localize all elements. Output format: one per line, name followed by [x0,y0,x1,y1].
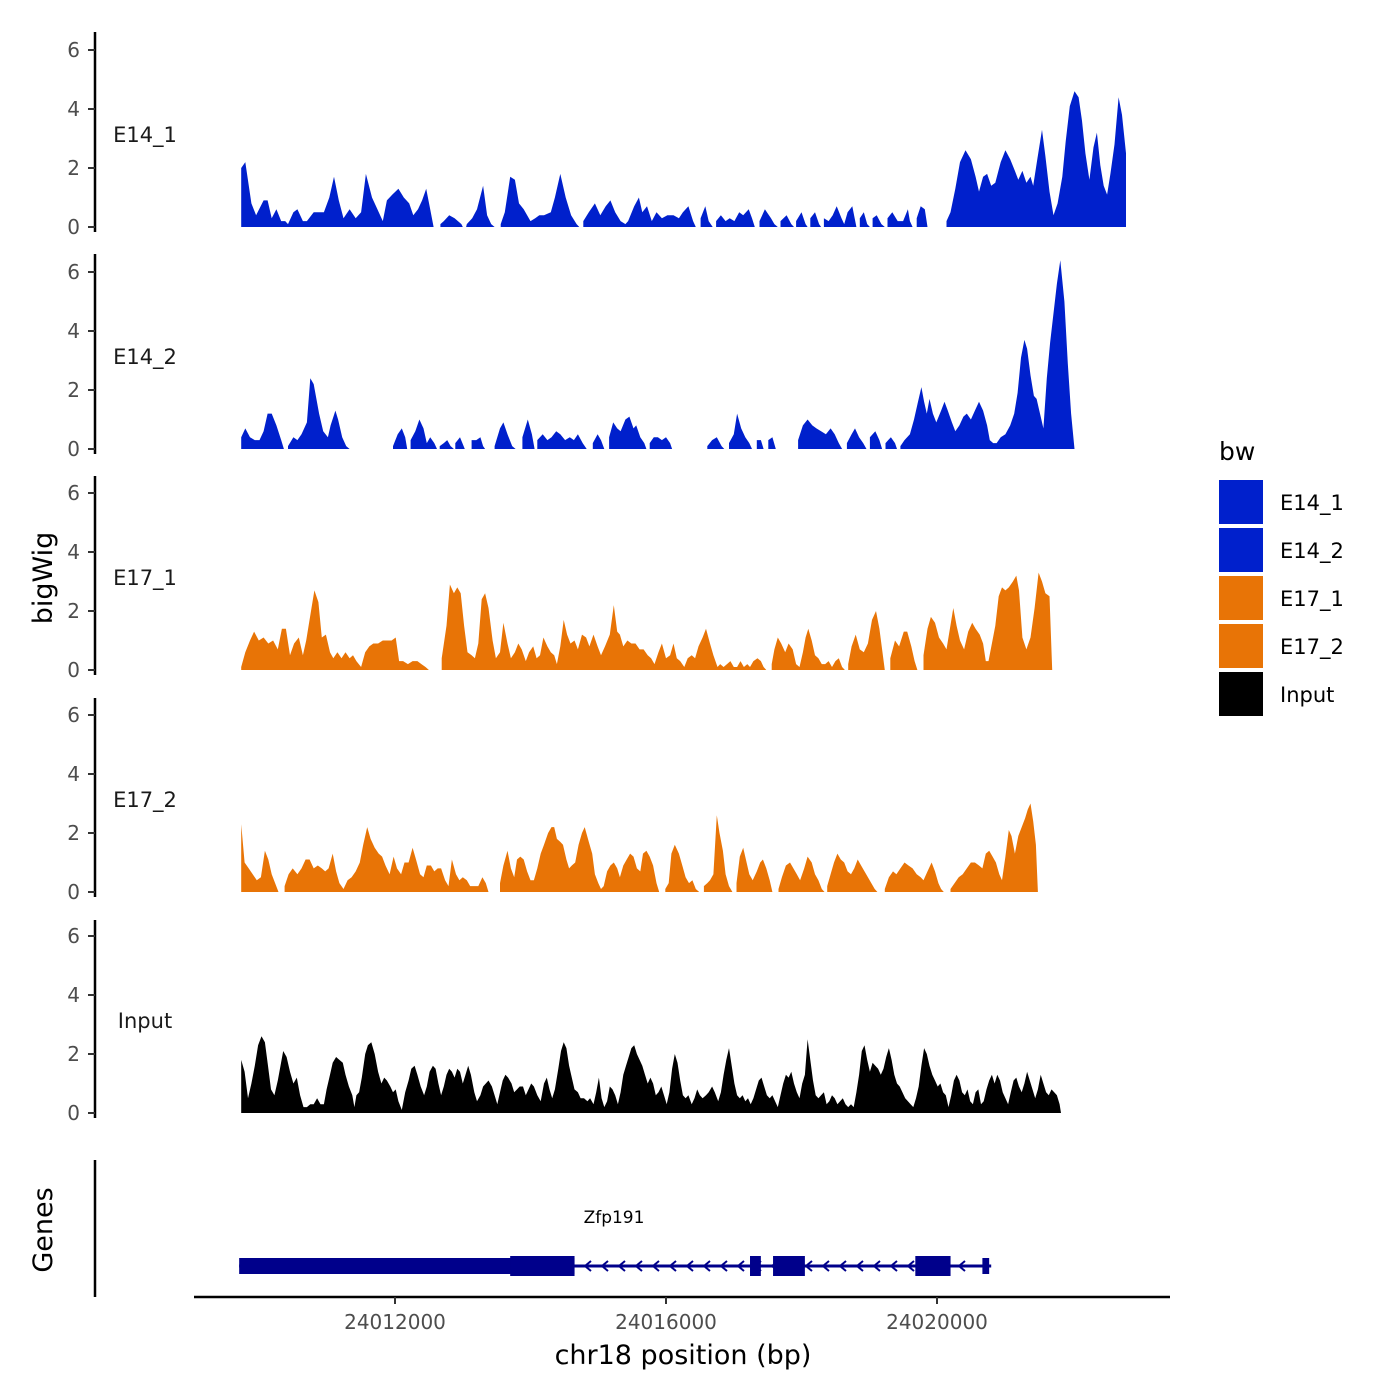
strand-arrow [838,1260,847,1272]
legend-key [1219,672,1263,716]
y-tick-label: 4 [67,97,80,121]
gene-exon [773,1256,805,1276]
strand-arrow [804,1260,813,1272]
y-tick-label: 0 [67,880,80,904]
y-tick-label: 4 [67,762,80,786]
gene-exon [982,1258,990,1274]
y-tick-label: 2 [67,821,80,845]
gene-exon [510,1256,575,1276]
y-tick-label: 2 [67,378,80,402]
track-panel: 0 2 4 6 E14_1 [67,32,1126,239]
gene-exon [239,1258,575,1274]
coverage-area [241,1036,1061,1113]
y-tick-label: 4 [67,983,80,1007]
strand-arrow [736,1260,745,1272]
y-tick-label: 2 [67,1042,80,1066]
y-tick-label: 4 [67,540,80,564]
gene-exon [750,1256,761,1276]
legend-label: E14_1 [1280,491,1344,516]
legend-title: bw [1219,437,1255,466]
x-axis-title: chr18 position (bp) [555,1340,812,1371]
x-tick-label: 24016000 [615,1310,717,1334]
strand-arrow [889,1260,898,1272]
genes-track: Zfp191 [93,1160,992,1297]
strand-arrow [668,1260,677,1272]
track-label: E17_2 [113,788,177,813]
y-axis-title: bigWig [28,532,59,625]
y-tick-label: 4 [67,319,80,343]
track-panel: 0 2 4 6 E17_2 [67,698,1038,904]
legend-label: E17_1 [1280,587,1344,612]
strand-arrow [702,1260,711,1272]
y-tick-label: 0 [67,658,80,682]
y-tick-label: 0 [67,437,80,461]
strand-arrow [617,1260,626,1272]
y-tick-label: 6 [67,703,80,727]
strand-arrow [651,1260,660,1272]
strand-arrow [906,1260,915,1272]
signal-tracks: 0 2 4 6 E14_1 0 2 4 6 E14_2 0 2 4 6 E17_1 0 2 4 6 E17_2 0 2 4 6… [67,32,1126,1125]
legend-key [1219,480,1263,524]
track-label: Input [118,1009,172,1033]
strand-arrow [821,1260,830,1272]
y-tick-label: 6 [67,924,80,948]
strand-arrow [600,1260,609,1272]
legend-label: Input [1280,683,1334,707]
y-tick-label: 0 [67,215,80,239]
strand-arrow [719,1260,728,1272]
gene-name-label: Zfp191 [584,1208,645,1228]
track-panel: 0 2 4 6 E14_2 [67,254,1075,461]
gene-exon [915,1256,951,1276]
coverage-area [241,91,1126,227]
coverage-area [241,572,1053,670]
x-tick-label: 24012000 [344,1310,446,1334]
coverage-area [241,260,1075,449]
legend-label: E14_2 [1280,539,1344,564]
legend: bw E14_1 E14_2 E17_1 E17_2 Input [1219,437,1344,716]
y-tick-label: 6 [67,38,80,62]
y-tick-label: 6 [67,481,80,505]
strand-arrow [872,1260,881,1272]
x-tick-label: 24020000 [886,1310,988,1334]
strand-arrow [957,1260,966,1272]
strand-arrow [685,1260,694,1272]
legend-label: E17_2 [1280,635,1344,660]
track-panel: 0 2 4 6 E17_1 [67,476,1053,682]
legend-key [1219,528,1263,572]
track-label: E17_1 [113,566,177,591]
strand-arrow [583,1260,592,1272]
strand-arrow [855,1260,864,1272]
y-tick-label: 2 [67,599,80,623]
legend-key [1219,624,1263,668]
coverage-area [241,803,1038,892]
y-tick-label: 6 [67,260,80,284]
track-label: E14_2 [113,345,177,370]
track-label: E14_1 [113,123,177,148]
strand-arrow [634,1260,643,1272]
y-tick-label: 2 [67,156,80,180]
legend-key [1219,576,1263,620]
y-tick-label: 0 [67,1101,80,1125]
x-axis: 24012000 24016000 24020000 [194,1295,1170,1334]
track-panel: 0 2 4 6 Input [67,920,1061,1125]
genes-track-title: Genes [28,1187,59,1272]
